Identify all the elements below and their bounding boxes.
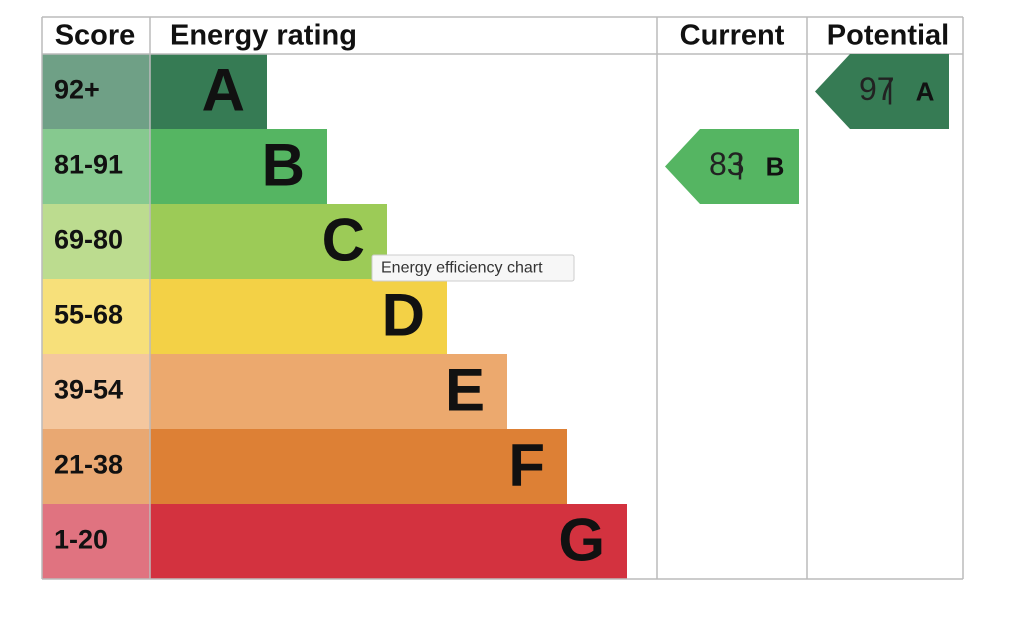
- tooltip-box: [371, 254, 575, 282]
- rating-letter: C: [322, 206, 365, 273]
- header-current: Current: [680, 20, 785, 52]
- rating-bar: [150, 54, 267, 129]
- potential-value: 97: [859, 71, 895, 107]
- rating-letter: A: [202, 56, 245, 123]
- score-cell: [42, 279, 150, 354]
- current-arrow: [665, 129, 799, 204]
- rating-bar: [150, 429, 567, 504]
- score-label: 1-20: [54, 525, 108, 555]
- rating-letter: E: [445, 356, 485, 423]
- rating-bar: [150, 279, 447, 354]
- potential-arrow: [815, 54, 949, 129]
- header-score: Score: [55, 20, 136, 52]
- header-rating: Energy rating: [170, 20, 357, 52]
- rating-bar: [150, 129, 327, 204]
- score-cell: [42, 54, 150, 129]
- current-value: 83: [709, 146, 745, 182]
- rating-letter: B: [262, 131, 305, 198]
- tooltip-text: Energy efficiency chart: [381, 260, 543, 277]
- rating-letter: G: [558, 506, 605, 573]
- score-cell: [42, 429, 150, 504]
- score-cell: [42, 504, 150, 579]
- score-label: 21-38: [54, 450, 123, 480]
- score-label: 55-68: [54, 300, 123, 330]
- rating-bar: [150, 504, 627, 579]
- rating-letter: D: [382, 281, 425, 348]
- score-cell: [42, 204, 150, 279]
- current-letter: B: [766, 151, 785, 181]
- score-label: 81-91: [54, 150, 123, 180]
- score-label: 39-54: [54, 375, 123, 405]
- score-label: 69-80: [54, 225, 123, 255]
- header-potential: Potential: [827, 20, 949, 52]
- rating-bar: [150, 204, 387, 279]
- potential-letter: A: [916, 76, 935, 106]
- score-label: 92+: [54, 75, 100, 105]
- rating-letter: F: [508, 431, 545, 498]
- score-cell: [42, 354, 150, 429]
- score-cell: [42, 129, 150, 204]
- rating-bar: [150, 354, 507, 429]
